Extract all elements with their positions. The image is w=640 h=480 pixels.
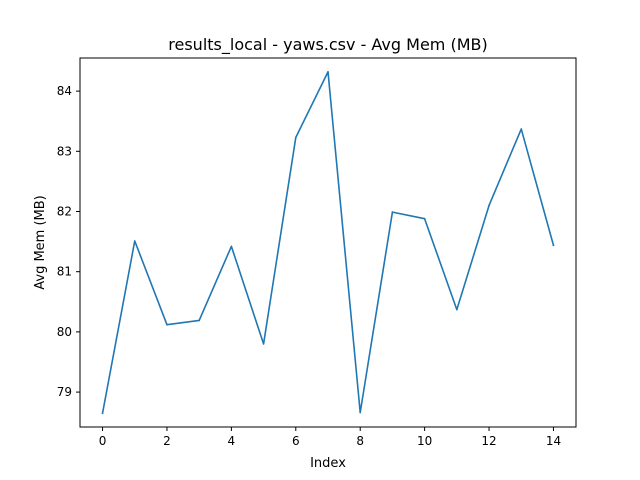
axes-frame [79,57,577,428]
data-point [488,204,490,207]
x-tick-label: 4 [228,434,236,448]
data-point [327,71,329,73]
y-tick-label: 82 [57,204,72,218]
x-tick-label: 2 [163,434,171,448]
x-tick-label: 0 [99,434,107,448]
x-tick-label: 10 [417,434,432,448]
x-tick-label: 12 [481,434,496,448]
y-tick-label: 81 [57,265,72,279]
x-axis-label: Index [310,456,346,471]
data-point [198,319,200,322]
y-tick-label: 79 [57,385,72,399]
y-tick-label: 83 [57,144,72,158]
data-point [101,412,104,414]
y-tick-label: 80 [57,325,72,339]
data-point [456,308,458,311]
data-point [294,136,297,139]
data-point [552,244,555,247]
data-point [391,211,394,213]
data-point [423,217,426,220]
data-point [359,411,362,414]
plot-area: 0 2 4 6 8 10 12 14 79 80 81 82 83 84 [57,71,561,448]
x-tick-label: 14 [546,434,561,448]
x-tick-label: 8 [356,434,364,448]
y-axis-label: Avg Mem (MB) [33,195,48,290]
data-point [166,323,168,326]
chart-title: results_local - yaws.csv - Avg Mem (MB) [168,35,487,55]
data-point [520,128,523,130]
data-point [230,245,233,248]
data-point [133,240,136,242]
y-tick-label: 84 [57,84,72,98]
data-point [262,343,265,345]
x-tick-label: 6 [292,434,300,448]
